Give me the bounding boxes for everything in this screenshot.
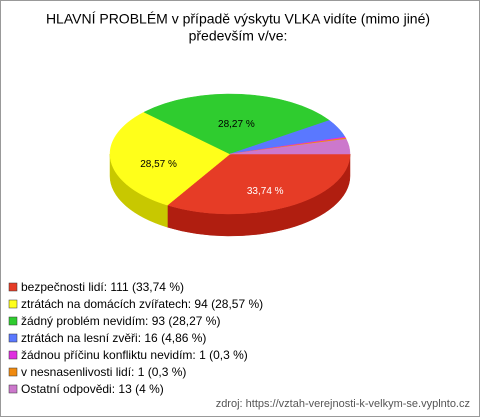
legend-label: bezpečnosti lidí: 111 (33,74 %): [21, 280, 184, 294]
legend-label: ztrátách na lesní zvěři: 16 (4,86 %): [21, 331, 206, 345]
slice-label: 33,74 %: [247, 186, 284, 197]
pie-slice: [109, 111, 231, 206]
legend-swatch: [8, 333, 18, 343]
legend-swatch: [8, 299, 18, 309]
slice-label: 28,27 %: [218, 119, 255, 130]
legend-label: ztrátách na domácích zvířatech: 94 (28,5…: [21, 297, 263, 311]
legend-label: žádnou příčinu konfliktu nevidím: 1 (0,3…: [21, 348, 248, 362]
slice-label: 28,57 %: [140, 159, 177, 170]
legend-label: Ostatní odpovědi: 13 (4 %): [21, 382, 164, 396]
legend-swatch: [8, 316, 18, 326]
legend-swatch: [8, 367, 18, 377]
legend-swatch: [8, 282, 18, 292]
pie-slice: [143, 93, 330, 155]
legend-swatch: [8, 384, 18, 394]
pie-slice: [166, 153, 351, 215]
legend-label: žádný problém nevidím: 93 (28,27 %): [21, 314, 220, 328]
legend-swatch: [8, 350, 18, 360]
source: zdroj: https://vztah-verejnosti-k-velkym…: [216, 398, 470, 410]
pie-slice: [229, 138, 351, 155]
chart-title: HLAVNÍ PROBLÉM v případě výskytu VLKA vi…: [46, 11, 430, 27]
chart-title: především v/ve:: [189, 28, 288, 44]
legend-label: v nesnasenlivosti lidí: 1 (0,3 %): [21, 365, 186, 379]
